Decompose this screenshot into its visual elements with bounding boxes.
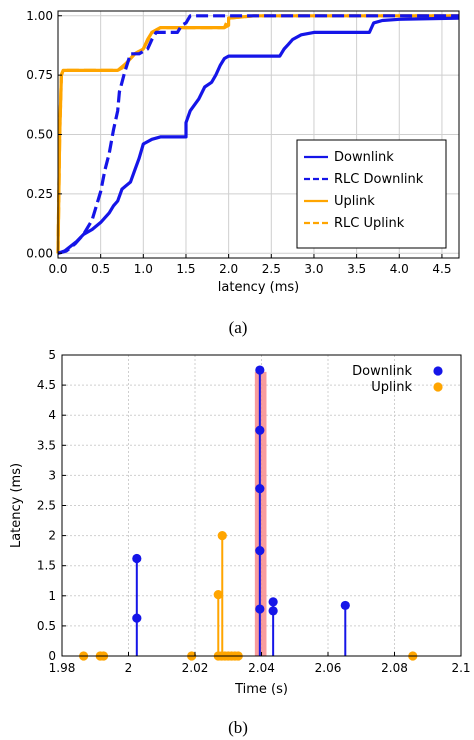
chart-b-tick-label-y: 4.5 — [37, 378, 56, 392]
chart-a-ticks: 0.0 0.5 1.0 1.5 2.0 2.5 3.0 3.5 4.0 4.5 0.00 0.25 0.… — [26, 9, 451, 276]
chart-b-legend-label-downlink: Downlink — [352, 364, 412, 379]
chart-b-tick-label-x: 2 — [125, 661, 133, 675]
chart-a-legend: Downlink RLC Downlink Uplink RLC Uplink — [296, 139, 447, 249]
chart-a-tick-label-x: 0.0 — [48, 262, 67, 276]
chart-b-tick-label-x: 2.1 — [451, 661, 470, 675]
chart-a-tick-label-x: 3.0 — [304, 262, 323, 276]
chart-b-tick-label-y: 2 — [48, 529, 56, 543]
chart-b-tick-label-y: 0 — [48, 649, 56, 663]
chart-b-point-downlink — [255, 425, 265, 435]
chart-b-tick-label-y: 1 — [48, 589, 56, 603]
chart-a-legend-label-rlc-uplink: RLC Uplink — [334, 216, 405, 231]
chart-b-tick-label-x: 2.08 — [381, 661, 408, 675]
chart-a-tick-label-y: 0.75 — [26, 68, 53, 82]
chart-a-tick-label-x: 4.0 — [390, 262, 409, 276]
chart-a-cdf: 0.0 0.5 1.0 1.5 2.0 2.5 3.0 3.5 4.0 4.5 0.00 0.25 0.… — [26, 9, 460, 337]
chart-b-tick-label-y: 5 — [48, 348, 56, 362]
chart-a-series-rlc-downlink — [57, 14, 459, 255]
chart-a-tick-label-x: 1.0 — [134, 262, 153, 276]
chart-b-point-uplink — [213, 589, 223, 600]
chart-b-point-downlink — [268, 597, 278, 607]
chart-b-tick-label-x: 1.98 — [49, 661, 76, 675]
chart-b-tick-label-x: 2.02 — [182, 661, 209, 675]
chart-b-latency-timeline: 1.98 2 2.02 2.04 2.06 2.08 2.1 0 0.5 1 1.5 2 2.5 3 3.5… — [9, 348, 471, 737]
chart-a-tick-label-y: 0.25 — [26, 187, 53, 201]
chart-b-series-layer — [79, 365, 418, 661]
chart-a-x-axis-label: latency (ms) — [218, 280, 299, 295]
chart-a-tick-label-y: 1.00 — [26, 9, 53, 23]
chart-a-legend-label-uplink: Uplink — [334, 194, 375, 209]
chart-b-caption: (b) — [228, 718, 248, 737]
chart-b-tick-label-y: 3 — [48, 468, 56, 482]
chart-b-legend-marker-downlink — [433, 366, 443, 376]
chart-b-point-downlink — [132, 553, 142, 564]
chart-a-grid — [57, 11, 459, 258]
chart-b-tick-label-x: 2.06 — [315, 661, 342, 675]
chart-a-tick-label-x: 0.5 — [91, 262, 110, 276]
chart-b-tick-label-y: 2.5 — [37, 499, 56, 513]
chart-a-tick-label-y: 0.50 — [26, 128, 53, 142]
chart-b-x-axis-label: Time (s) — [234, 682, 288, 697]
chart-a-series-uplink — [56, 14, 459, 254]
chart-a-caption: (a) — [229, 318, 248, 337]
chart-b-legend-label-uplink: Uplink — [371, 380, 412, 395]
chart-b-point-downlink — [255, 546, 265, 556]
chart-a-legend-label-rlc-downlink: RLC Downlink — [334, 172, 424, 187]
chart-b-tick-label-x: 2.04 — [248, 661, 275, 675]
chart-a-tick-label-x: 3.5 — [347, 262, 366, 276]
chart-b-point-downlink — [255, 484, 265, 494]
chart-b-tick-label-y: 0.5 — [37, 619, 56, 633]
chart-b-point-downlink — [340, 600, 350, 611]
chart-a-tick-label-x: 2.0 — [219, 262, 238, 276]
chart-a-legend-label-downlink: Downlink — [334, 150, 394, 165]
chart-a-series-layer — [56, 14, 460, 255]
chart-b-ticks: 1.98 2 2.02 2.04 2.06 2.08 2.1 0 0.5 1 1.5 2 2.5 3 3.5… — [37, 348, 471, 675]
chart-b-point-downlink — [132, 613, 142, 623]
chart-b-tick-label-y: 4 — [48, 408, 56, 422]
chart-b-point-uplink — [217, 531, 227, 541]
chart-b-legend-marker-uplink — [433, 382, 443, 392]
chart-b-point-downlink — [255, 365, 265, 375]
chart-a-tick-label-y: 0.00 — [26, 246, 53, 260]
chart-b-point-downlink — [268, 606, 278, 616]
chart-a-tick-label-x: 4.5 — [432, 262, 451, 276]
chart-a-tick-label-x: 1.5 — [176, 262, 195, 276]
chart-b-tick-label-y: 3.5 — [37, 438, 56, 452]
chart-b-tick-label-y: 1.5 — [37, 559, 56, 573]
chart-a-tick-label-x: 2.5 — [262, 262, 281, 276]
chart-b-point-downlink — [255, 604, 265, 614]
chart-a-series-downlink — [57, 16, 460, 255]
chart-b-y-axis-label: Latency (ms) — [9, 463, 24, 548]
